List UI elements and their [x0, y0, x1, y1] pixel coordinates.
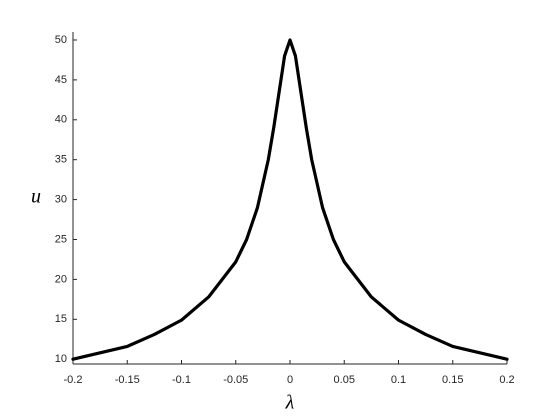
- y-axis-label: u: [31, 186, 41, 208]
- x-tick-label: -0.15: [115, 374, 140, 386]
- x-tick-label: -0.1: [172, 374, 191, 386]
- x-tick-label: 0: [287, 374, 293, 386]
- y-tick-label: 30: [55, 194, 67, 206]
- x-tick-label: 0.15: [442, 374, 463, 386]
- y-tick-label: 20: [55, 273, 67, 285]
- data-line: [71, 38, 509, 361]
- x-tick-label: 0.2: [499, 374, 514, 386]
- y-tick-label: 10: [55, 353, 67, 365]
- x-tick-label: 0.1: [391, 374, 406, 386]
- y-tick-label: 25: [55, 233, 67, 245]
- x-tick-label: 0.05: [334, 374, 355, 386]
- x-tick-label: -0.05: [223, 374, 248, 386]
- x-tick-label: -0.2: [64, 374, 83, 386]
- y-tick-label: 50: [55, 34, 67, 46]
- x-axis-label: λ: [285, 392, 295, 414]
- y-tick-label: 45: [55, 74, 67, 86]
- y-tick-label: 15: [55, 313, 67, 325]
- y-tick-label: 40: [55, 114, 67, 126]
- y-tick-label: 35: [55, 154, 67, 166]
